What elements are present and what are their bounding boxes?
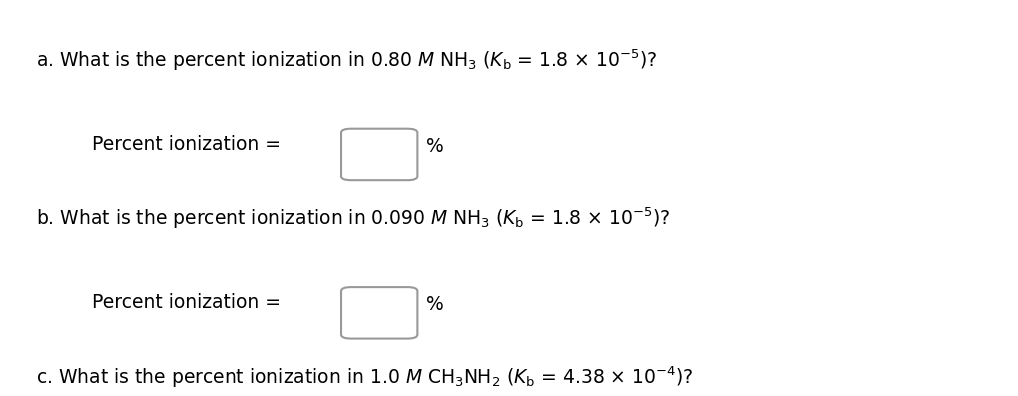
Text: c. What is the percent ionization in 1.0 $\mathit{M}$ CH$_3$NH$_2$ ($K_\mathrm{b: c. What is the percent ionization in 1.0… [36, 364, 693, 390]
Text: %: % [426, 295, 443, 314]
Text: %: % [426, 137, 443, 156]
Text: Percent ionization =: Percent ionization = [92, 135, 281, 154]
Text: b. What is the percent ionization in 0.090 $\mathit{M}$ NH$_3$ ($K_\mathrm{b}$ =: b. What is the percent ionization in 0.0… [36, 206, 670, 231]
FancyBboxPatch shape [341, 129, 417, 180]
Text: a. What is the percent ionization in 0.80 $\mathit{M}$ NH$_3$ ($K_\mathrm{b}$ = : a. What is the percent ionization in 0.8… [36, 48, 658, 73]
Text: Percent ionization =: Percent ionization = [92, 293, 281, 312]
FancyBboxPatch shape [341, 287, 417, 339]
